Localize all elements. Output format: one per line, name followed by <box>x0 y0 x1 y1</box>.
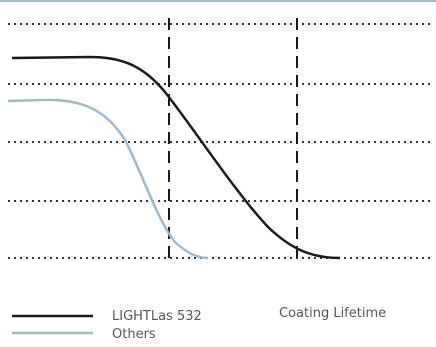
grid-lines <box>8 23 432 259</box>
legend-label-lightlas-532: LIGHTLas 532 <box>112 309 202 324</box>
series-line-others <box>7 98 209 260</box>
reference-lines <box>168 18 298 260</box>
coating-lifetime-label: Coating Lifetime <box>279 306 387 321</box>
legend-label-others: Others <box>112 327 156 342</box>
series-line-lightlas-532 <box>11 55 341 260</box>
